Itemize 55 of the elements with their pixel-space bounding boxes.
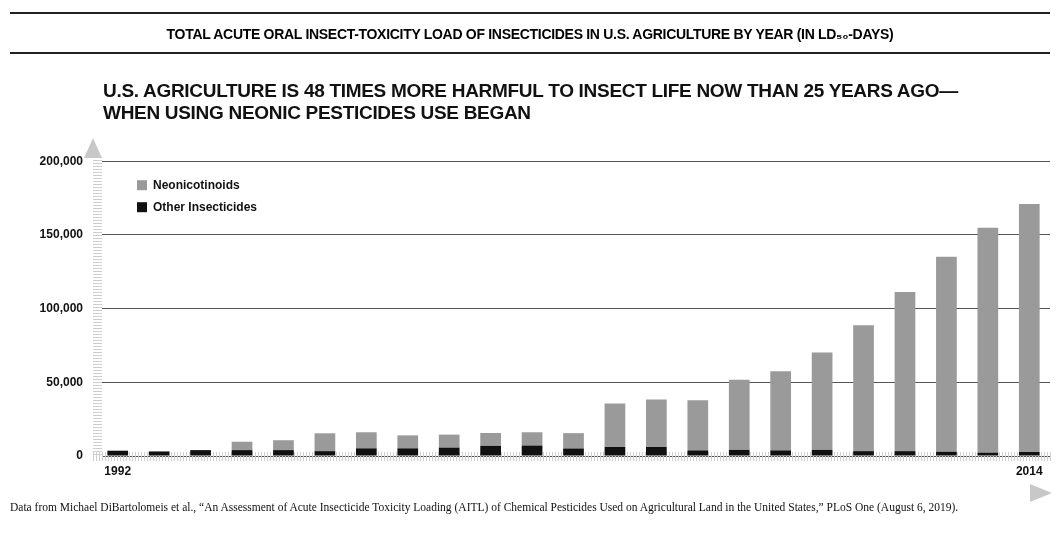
bar bbox=[273, 440, 294, 451]
bar bbox=[646, 446, 667, 456]
y-tick-label: 100,000 bbox=[39, 300, 84, 315]
bar bbox=[397, 448, 419, 456]
bar bbox=[314, 433, 336, 452]
bar bbox=[1018, 204, 1040, 453]
bar bbox=[728, 379, 750, 450]
bar bbox=[438, 447, 460, 456]
y-tick-label: 200,000 bbox=[39, 153, 84, 168]
bar bbox=[728, 449, 750, 456]
bar bbox=[231, 450, 253, 456]
bar bbox=[853, 325, 874, 452]
bar bbox=[604, 403, 626, 447]
bar bbox=[355, 432, 377, 449]
bar bbox=[107, 450, 129, 456]
chart-title: TOTAL ACUTE ORAL INSECT-TOXICITY LOAD OF INSECTICIDES IN U.S. AGRICULTURE BY YEAR (IN LD₅₀-DAYS) bbox=[10, 12, 1050, 54]
y-tick-label: 0 bbox=[76, 448, 84, 463]
x-tick-label: 2014 bbox=[1015, 463, 1043, 478]
bar bbox=[936, 451, 957, 456]
x-tick-label: 1992 bbox=[104, 463, 132, 478]
bar bbox=[894, 451, 916, 456]
bar bbox=[314, 451, 336, 456]
bar bbox=[687, 450, 709, 456]
bar bbox=[480, 433, 501, 446]
bar bbox=[563, 448, 584, 456]
bar bbox=[977, 227, 999, 453]
y-tick-label: 50,000 bbox=[46, 374, 84, 389]
bar bbox=[397, 435, 419, 449]
bar bbox=[770, 371, 792, 451]
bar bbox=[1018, 452, 1040, 456]
bar bbox=[894, 292, 916, 452]
bar bbox=[811, 352, 833, 450]
bar bbox=[438, 434, 460, 448]
bar bbox=[521, 432, 543, 446]
bar bbox=[977, 452, 999, 456]
chart-subtitle: U.S. AGRICULTURE IS 48 TIMES MORE HARMFUL TO INSECT LIFE NOW THAN 25 YEARS AGO—WHEN USING NEONIC PESTICIDES USE BEGAN bbox=[103, 80, 960, 124]
bar bbox=[521, 445, 543, 456]
bar bbox=[190, 450, 211, 456]
bar bbox=[273, 450, 294, 456]
legend-label: Other Insecticides bbox=[153, 199, 258, 214]
text: Data from Michael DiBartolomeis et al., “An Assessment of Acute Insecticide Toxicity Loading (AITL) of Chemical Pesticides Used on Agricultural Land in the United States,” PLoS One (August 6, 2019). bbox=[10, 500, 960, 515]
bar bbox=[148, 451, 170, 456]
bar bbox=[936, 256, 957, 452]
legend-label: Neonicotinoids bbox=[153, 177, 240, 192]
bar bbox=[646, 399, 667, 447]
bar bbox=[563, 433, 584, 449]
bar bbox=[853, 451, 874, 456]
bar bbox=[480, 445, 501, 456]
y-tick-label: 150,000 bbox=[39, 227, 84, 242]
bar bbox=[770, 450, 792, 456]
bar bbox=[811, 449, 833, 456]
bar bbox=[231, 441, 253, 451]
bar bbox=[355, 448, 377, 456]
bar bbox=[604, 446, 626, 456]
bar bbox=[687, 400, 709, 451]
